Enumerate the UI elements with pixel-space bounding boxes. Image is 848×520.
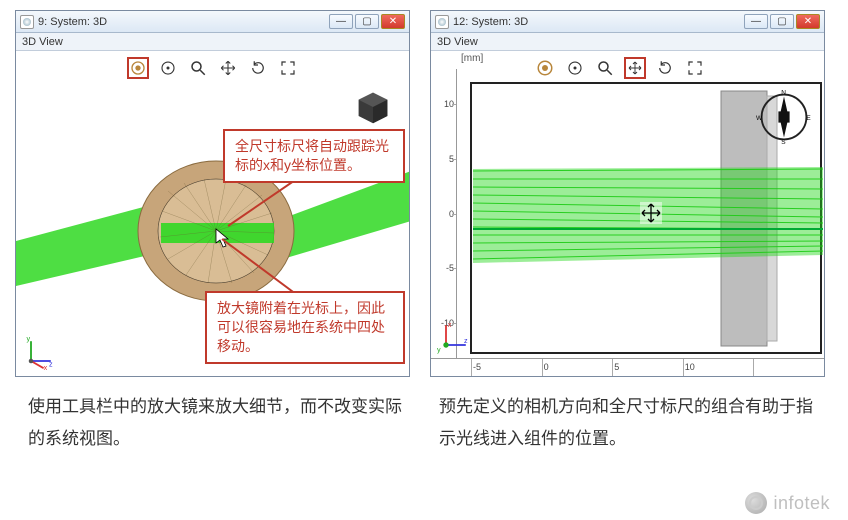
watermark-icon — [745, 492, 767, 514]
window-title: 9: System: 3D — [38, 16, 107, 28]
pan-icon[interactable] — [217, 57, 239, 79]
svg-text:x: x — [44, 363, 48, 370]
tab-3dview[interactable]: 3D View — [431, 33, 824, 51]
orientation-axes: x z y — [437, 318, 473, 354]
minimize-button[interactable]: — — [744, 14, 768, 29]
maximize-button[interactable]: ▢ — [355, 14, 379, 29]
compass[interactable]: N S E W — [756, 89, 812, 145]
svg-text:E: E — [806, 115, 811, 122]
svg-text:y: y — [437, 345, 441, 354]
app-icon — [20, 15, 34, 29]
svg-text:S: S — [781, 139, 786, 145]
watermark-text: infotek — [773, 493, 830, 514]
maximize-button[interactable]: ▢ — [770, 14, 794, 29]
magnifier-eye-icon[interactable] — [127, 57, 149, 79]
rotate-icon[interactable] — [247, 57, 269, 79]
callout-ruler-tracking: 全尺寸标尺将自动跟踪光标的x和y坐标位置。 — [223, 129, 405, 183]
svg-text:W: W — [756, 115, 763, 122]
titlebar-left[interactable]: 9: System: 3D — ▢ ✕ — [16, 11, 409, 33]
callout-text: 放大镜附着在光标上，因此可以很容易地在系统中四处移动。 — [217, 300, 385, 354]
caption-right: 预先定义的相机方向和全尺寸标尺的组合有助于指示光线进入组件的位置。 — [439, 391, 820, 456]
caption-row: 使用工具栏中的放大镜来放大细节，而不改变实际的系统视图。 预先定义的相机方向和全… — [0, 377, 848, 456]
fullscreen-icon[interactable] — [684, 57, 706, 79]
rotate-icon[interactable] — [654, 57, 676, 79]
svg-text:x: x — [448, 320, 452, 329]
viewport-toolbar — [127, 57, 299, 79]
viewport-toolbar — [534, 57, 706, 79]
tab-3dview[interactable]: 3D View — [16, 33, 409, 51]
magnifier-eye-icon[interactable] — [534, 57, 556, 79]
titlebar-right[interactable]: 12: System: 3D — ▢ ✕ — [431, 11, 824, 33]
svg-text:z: z — [49, 359, 53, 368]
window-right: 12: System: 3D — ▢ ✕ 3D View [mm] [mm] 1… — [430, 10, 825, 377]
viewport-left[interactable]: 全尺寸标尺将自动跟踪光标的x和y坐标位置。 放大镜附着在光标上，因此可以很容易地… — [16, 51, 409, 376]
svg-text:y: y — [27, 334, 31, 343]
callout-magnifier-cursor: 放大镜附着在光标上，因此可以很容易地在系统中四处移动。 — [205, 291, 405, 364]
viewport-right[interactable]: [mm] [mm] 10 5 0 -5 -10 — [431, 51, 824, 376]
watermark: infotek — [745, 492, 830, 514]
target-icon[interactable] — [564, 57, 586, 79]
zoom-icon[interactable] — [594, 57, 616, 79]
orientation-axes: y z x — [22, 334, 58, 370]
target-icon[interactable] — [157, 57, 179, 79]
zoom-icon[interactable] — [187, 57, 209, 79]
minimize-button[interactable]: — — [329, 14, 353, 29]
app-icon — [435, 15, 449, 29]
svg-text:N: N — [781, 90, 786, 97]
svg-text:z: z — [464, 336, 468, 345]
pan-icon[interactable] — [624, 57, 646, 79]
ruler-horizontal: -5 0 5 10 — [431, 358, 824, 376]
close-button[interactable]: ✕ — [381, 14, 405, 29]
close-button[interactable]: ✕ — [796, 14, 820, 29]
window-left: 9: System: 3D — ▢ ✕ 3D View — [15, 10, 410, 377]
viewcube[interactable] — [355, 89, 391, 125]
window-title: 12: System: 3D — [453, 16, 528, 28]
fullscreen-icon[interactable] — [277, 57, 299, 79]
callout-text: 全尺寸标尺将自动跟踪光标的x和y坐标位置。 — [235, 138, 389, 173]
caption-left: 使用工具栏中的放大镜来放大细节，而不改变实际的系统视图。 — [28, 391, 409, 456]
